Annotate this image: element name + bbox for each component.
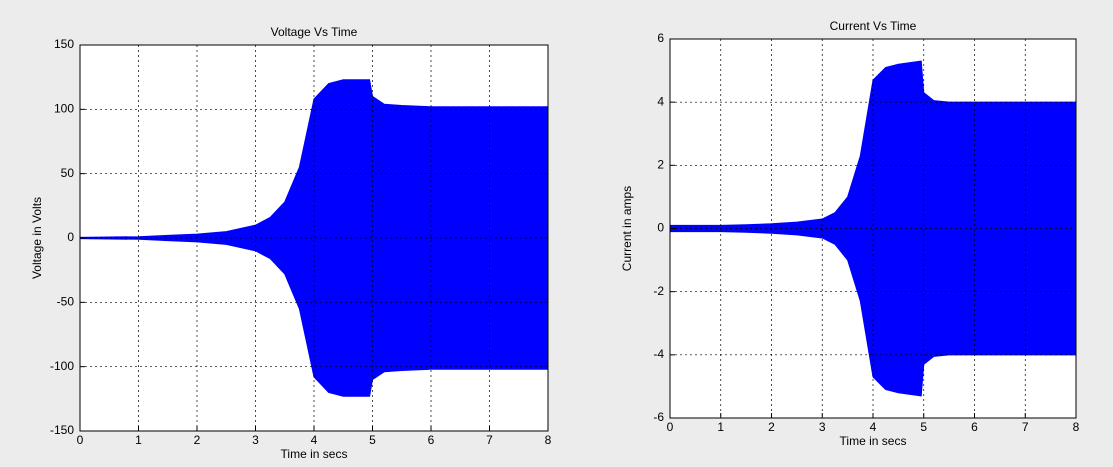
y-tick-label: -2 — [653, 284, 664, 298]
x-tick-label: 3 — [819, 420, 826, 434]
x-tick-label: 2 — [768, 420, 775, 434]
x-tick-label: 6 — [971, 420, 978, 434]
plot-frame — [79, 44, 549, 432]
x-axis-label: Time in secs — [281, 447, 348, 461]
x-tick-label: 8 — [1073, 420, 1080, 434]
y-axis-label: Voltage in Volts — [30, 197, 44, 279]
chart-title: Current Vs Time — [830, 19, 917, 33]
x-axis-label: Time in secs — [840, 434, 907, 448]
x-tick-label: 6 — [428, 433, 435, 447]
y-tick-label: -4 — [653, 347, 664, 361]
x-tick-label: 0 — [77, 433, 84, 447]
x-tick-label: 4 — [311, 433, 318, 447]
y-tick-label: -100 — [50, 359, 74, 373]
chart-title: Voltage Vs Time — [271, 25, 358, 39]
y-tick-label: 6 — [657, 31, 664, 45]
x-tick-label: 1 — [135, 433, 142, 447]
y-tick-label: 0 — [657, 221, 664, 235]
x-tick-label: 5 — [369, 433, 376, 447]
y-axis-label: Current in amps — [620, 186, 634, 271]
signal-area — [79, 79, 549, 239]
y-tick-label: 100 — [54, 102, 74, 116]
x-tick-label: 8 — [545, 433, 552, 447]
x-tick-label: 5 — [920, 420, 927, 434]
y-tick-label: -6 — [653, 410, 664, 424]
x-tick-label: 7 — [1022, 420, 1029, 434]
y-tick-label: 2 — [657, 158, 664, 172]
y-tick-label: -150 — [50, 423, 74, 437]
plot-frame — [669, 38, 1077, 419]
x-tick-label: 0 — [667, 420, 674, 434]
x-tick-label: 3 — [252, 433, 259, 447]
y-tick-label: -50 — [57, 295, 75, 309]
x-tick-label: 2 — [194, 433, 201, 447]
y-tick-label: 150 — [54, 37, 74, 51]
y-tick-label: 0 — [67, 230, 74, 244]
x-tick-label: 4 — [870, 420, 877, 434]
x-tick-label: 7 — [486, 433, 493, 447]
x-tick-label: 1 — [717, 420, 724, 434]
y-tick-label: 50 — [61, 166, 75, 180]
y-tick-label: 4 — [657, 94, 664, 108]
